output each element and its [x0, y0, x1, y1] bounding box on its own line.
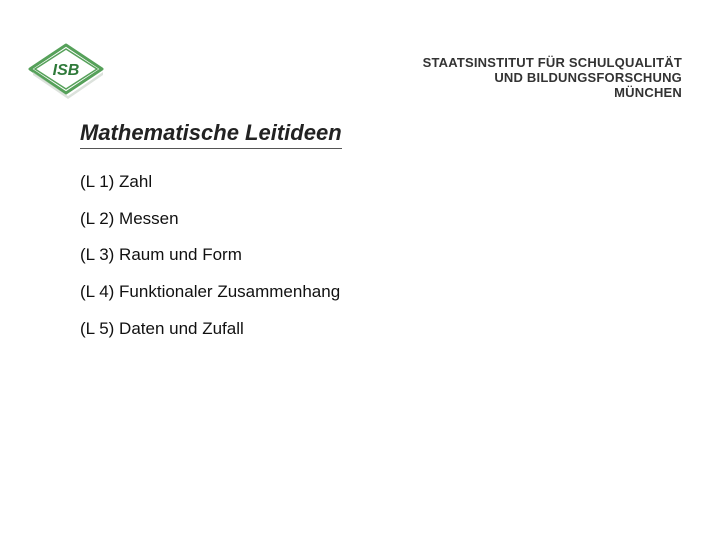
svg-text:ISB: ISB	[53, 62, 80, 79]
institute-line-3: MÜNCHEN	[423, 86, 682, 101]
slide-title: Mathematische Leitideen	[80, 120, 342, 149]
slide-content: Mathematische Leitideen (L 1) Zahl (L 2)…	[80, 120, 342, 356]
list-items: (L 1) Zahl (L 2) Messen (L 3) Raum und F…	[80, 173, 342, 338]
list-item: (L 4) Funktionaler Zusammenhang	[80, 283, 342, 302]
institute-line-2: UND BILDUNGSFORSCHUNG	[423, 71, 682, 86]
list-item: (L 3) Raum und Form	[80, 246, 342, 265]
institute-name: STAATSINSTITUT FÜR SCHULQUALITÄT UND BIL…	[423, 56, 682, 101]
list-item: (L 1) Zahl	[80, 173, 342, 192]
isb-logo: ISB	[25, 42, 107, 100]
list-item: (L 5) Daten und Zufall	[80, 320, 342, 339]
list-item: (L 2) Messen	[80, 210, 342, 229]
header: ISB STAATSINSTITUT FÜR SCHULQUALITÄT UND…	[0, 20, 720, 100]
institute-line-1: STAATSINSTITUT FÜR SCHULQUALITÄT	[423, 56, 682, 71]
